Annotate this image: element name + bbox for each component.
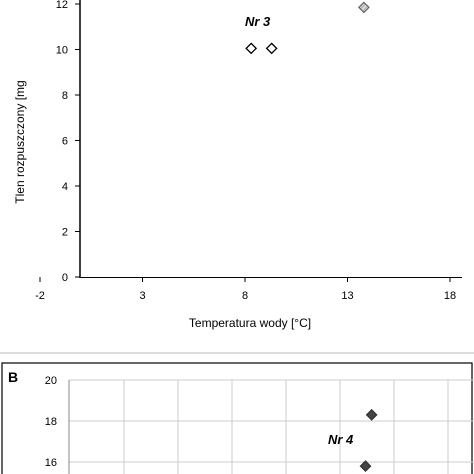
y-tick-label: 12 [56, 0, 68, 11]
x-tick-label: -2 [35, 290, 45, 302]
y-tick-label: 4 [62, 181, 68, 193]
panel-b-y-tick-label: 18 [45, 416, 57, 428]
y-tick-label: 2 [62, 227, 68, 239]
panel-b-data-point-filled-diamond [359, 460, 372, 473]
panel-b-label: B [8, 369, 18, 385]
data-point-open-diamond [245, 42, 258, 55]
x-tick-label: 8 [242, 290, 248, 302]
panel-b-y-tick-label: 16 [45, 457, 57, 469]
data-point-open-diamond [265, 42, 278, 55]
x-tick-label: 3 [139, 290, 145, 302]
annotation-nr-4: Nr 4 [328, 432, 354, 447]
panel-b-chart: B 16 18 20 Nr 4 [1, 362, 474, 474]
x-axis-title: Temperatura wody [°C] [189, 316, 311, 330]
x-tick-label: 13 [341, 290, 353, 302]
data-point-hatched-diamond [357, 1, 370, 14]
y-tick-label: 8 [62, 90, 68, 102]
y-tick-label: 6 [62, 136, 68, 148]
panel-b-data-point-filled-diamond [365, 408, 378, 421]
panel-b-y-tick-label: 20 [45, 375, 57, 387]
y-axis-title: Tlen rozpuszczony [mg [13, 80, 27, 203]
y-tick-label: 10 [56, 45, 68, 57]
panel-a-chart: Tlen rozpuszczony [mg -2 3 8 13 18 0 2 4 6 8 10 12… [13, 0, 462, 330]
annotation-nr-3: Nr 3 [245, 14, 271, 29]
x-tick-label: 18 [444, 290, 456, 302]
y-tick-label: 0 [62, 272, 68, 284]
